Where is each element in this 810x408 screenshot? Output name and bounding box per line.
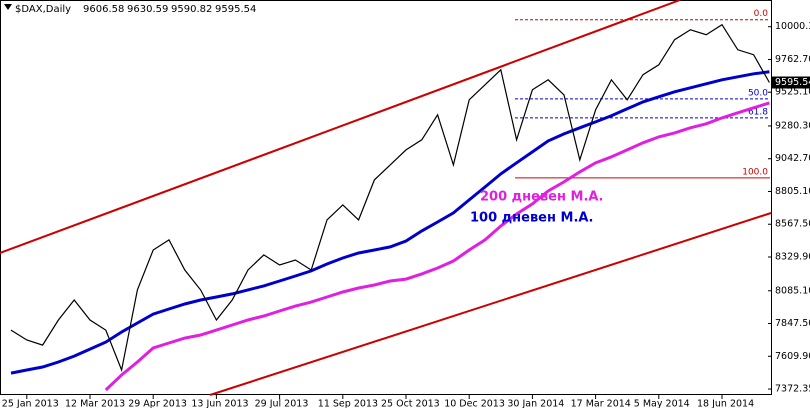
- x-tick-label: 25 Oct 2013: [381, 399, 440, 408]
- y-tick-label: 8567.50: [775, 219, 810, 230]
- y-tick-label: 7609.90: [775, 351, 810, 362]
- y-tick-label: 9525.10: [775, 87, 810, 98]
- x-tick-label: 29 Apr 2013: [128, 399, 187, 408]
- header-icon: [4, 4, 12, 10]
- y-tick-label: 8329.90: [775, 252, 810, 263]
- fib-label: 50.0: [748, 88, 768, 98]
- y-tick-label: 8085.10: [775, 285, 810, 296]
- price-line: [10, 23, 770, 373]
- x-tick-label: 10 Dec 2013: [444, 399, 505, 408]
- y-tick-label: 9042.70: [775, 153, 810, 164]
- x-tick-label: 13 Jun 2013: [191, 399, 248, 408]
- x-tick-label: 5 May 2014: [634, 399, 690, 408]
- x-tick-label: 12 Mar 2013: [65, 399, 125, 408]
- y-tick-label: 9762.70: [775, 54, 810, 65]
- y-tick-label: 9280.30: [775, 120, 810, 131]
- high: 9630.59: [127, 4, 168, 15]
- y-tick-label: 7372.35: [775, 384, 810, 395]
- fib-label: 61.8: [748, 107, 768, 117]
- y-tick-label: 7847.50: [775, 318, 810, 329]
- y-tick-label: 8805.10: [775, 186, 810, 197]
- x-tick-label: 17 Mar 2014: [571, 399, 631, 408]
- fib-label: 0.0: [754, 9, 769, 19]
- fib-label: 100.0: [742, 167, 768, 177]
- low: 9590.82: [171, 4, 212, 15]
- x-tick-label: 11 Sep 2013: [318, 399, 378, 408]
- legend-label: 200 дневен М.А.: [480, 190, 603, 205]
- moving-average: [104, 101, 770, 392]
- price-box: [772, 76, 810, 89]
- y-tick-label: 10000.30: [775, 21, 810, 32]
- legend-label: 100 дневен М.А.: [470, 211, 593, 226]
- x-tick-label: 30 Jan 2014: [507, 399, 564, 408]
- open: 9606.58: [83, 4, 124, 15]
- price-label: 9595.54: [775, 77, 810, 88]
- moving-average: [10, 70, 770, 375]
- channel-lower: [209, 212, 772, 396]
- symbol: $DAX,Daily: [15, 4, 71, 15]
- channel-upper: [0, 0, 681, 254]
- x-tick-label: 25 Jan 2013: [2, 399, 59, 408]
- close: 9595.54: [215, 4, 256, 15]
- x-tick-label: 18 Jun 2014: [697, 399, 754, 408]
- x-tick-label: 29 Jul 2013: [255, 399, 309, 408]
